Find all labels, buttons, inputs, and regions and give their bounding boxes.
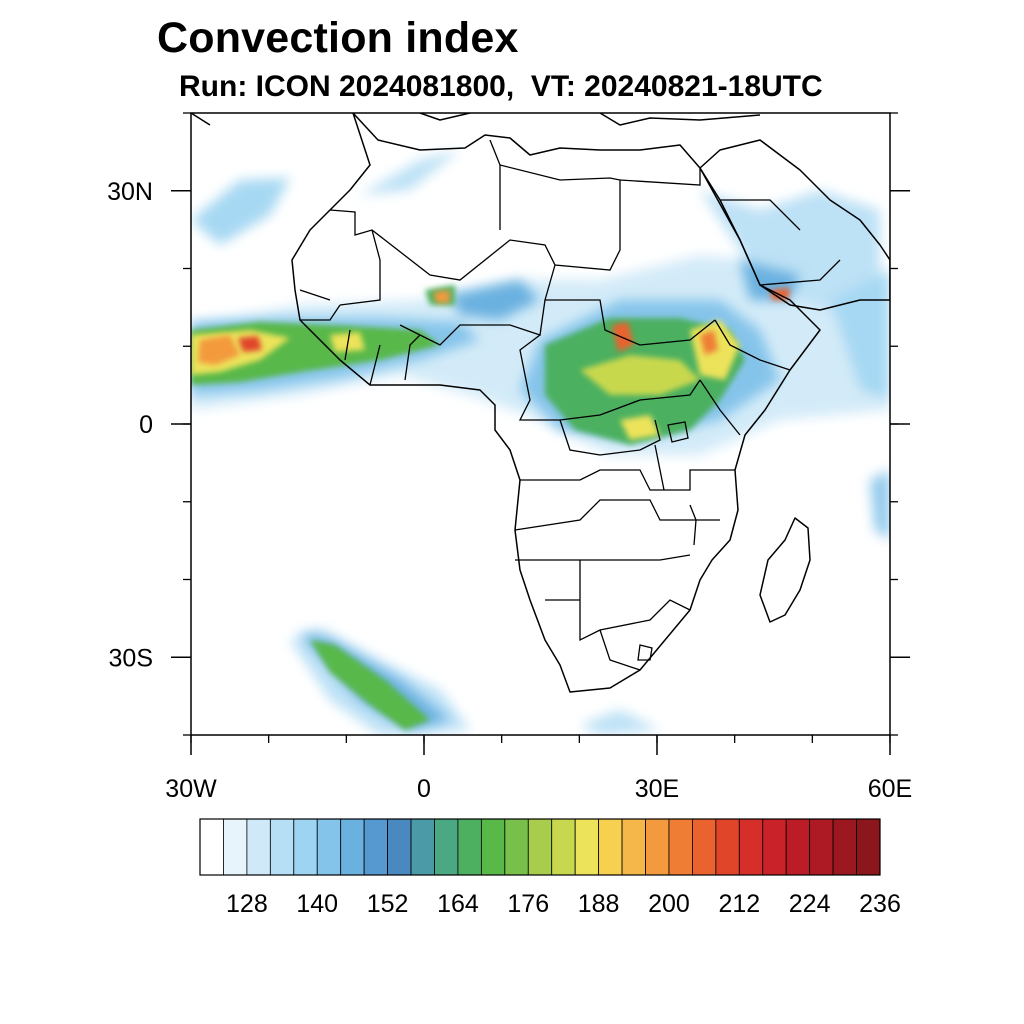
arabia-outline bbox=[699, 139, 890, 311]
x-tick-label: 0 bbox=[417, 775, 431, 803]
convection-area-yellow bbox=[580, 355, 700, 395]
colorbar-swatch bbox=[738, 818, 764, 876]
convection-area-green bbox=[310, 640, 430, 730]
convection-area-yellow bbox=[620, 415, 660, 440]
colorbar-swatch bbox=[410, 818, 435, 876]
convection-area-light bbox=[700, 190, 880, 310]
colorbar-swatch bbox=[480, 818, 506, 876]
colorbar-swatch bbox=[457, 818, 482, 876]
colorbar-swatch bbox=[316, 818, 342, 876]
madagascar-outline bbox=[759, 517, 811, 623]
colorbar-label: 140 bbox=[296, 890, 338, 918]
country-borders bbox=[299, 139, 841, 671]
y-tick-label: 0 bbox=[139, 411, 153, 439]
map-axis-labels: 30W 0 30E 60E 30N 0 30S bbox=[107, 178, 912, 803]
convection-area-light bbox=[191, 178, 290, 245]
colorbar-label: 152 bbox=[367, 890, 409, 918]
africa-coastline bbox=[291, 113, 821, 693]
colorbar-swatch bbox=[598, 818, 623, 876]
colorbar-swatch bbox=[645, 818, 670, 876]
y-tick-label: 30S bbox=[109, 644, 153, 672]
convection-area-light bbox=[580, 710, 660, 735]
colorbar-swatch bbox=[269, 818, 295, 876]
convection-area-red bbox=[198, 335, 240, 365]
colorbar-swatch bbox=[387, 818, 412, 876]
colorbar-swatch bbox=[856, 818, 881, 876]
map-axis-ticks bbox=[171, 112, 910, 755]
colorbar-label: 212 bbox=[718, 890, 760, 918]
convection-area-light bbox=[360, 150, 460, 195]
colorbar-swatch bbox=[246, 818, 271, 876]
convection-area-red bbox=[612, 322, 634, 352]
convection-area-red bbox=[238, 336, 262, 352]
convection-area-light bbox=[870, 470, 890, 540]
colorbar-swatch bbox=[832, 818, 857, 876]
colorbar-swatch bbox=[574, 818, 600, 876]
convection-area-light bbox=[830, 270, 890, 400]
colorbar-label: 188 bbox=[578, 890, 620, 918]
y-tick-label: 30N bbox=[107, 178, 153, 206]
colorbar-swatch bbox=[551, 818, 576, 876]
colorbar-label: 128 bbox=[226, 890, 268, 918]
colorbar-swatch bbox=[363, 818, 388, 876]
colorbar-swatch bbox=[223, 818, 248, 876]
colorbar-swatch bbox=[504, 818, 529, 876]
colorbar-swatch bbox=[340, 818, 365, 876]
convection-field bbox=[191, 150, 890, 735]
colorbar-swatch bbox=[527, 818, 553, 876]
colorbar-swatch bbox=[293, 818, 318, 876]
colorbar-swatch bbox=[199, 818, 224, 876]
colorbar bbox=[199, 818, 881, 876]
colorbar-swatch bbox=[715, 818, 740, 876]
convection-area-blue bbox=[450, 280, 540, 320]
convection-area-red bbox=[700, 330, 718, 355]
colorbar-label: 236 bbox=[859, 890, 901, 918]
x-tick-label: 60E bbox=[868, 775, 912, 803]
lake-malawi bbox=[689, 504, 697, 546]
colorbar-swatch bbox=[621, 818, 646, 876]
chart-title: Convection index bbox=[157, 14, 519, 62]
colorbar-swatch bbox=[785, 818, 811, 876]
coastlines bbox=[191, 113, 890, 693]
colorbar-label: 176 bbox=[507, 890, 549, 918]
colorbar-swatch bbox=[668, 818, 693, 876]
convection-area-red bbox=[433, 290, 450, 303]
chart-subtitle: Run: ICON 2024081800, VT: 20240821-18UTC bbox=[179, 70, 823, 103]
colorbar-swatch bbox=[809, 818, 834, 876]
colorbar-labels: 128 140 152 164 176 188 200 212 224 236 bbox=[226, 890, 901, 918]
colorbar-label: 200 bbox=[648, 890, 690, 918]
europe-coast bbox=[191, 113, 761, 126]
colorbar-label: 164 bbox=[437, 890, 479, 918]
colorbar-swatch bbox=[762, 818, 787, 876]
lake-victoria bbox=[667, 421, 689, 443]
colorbar-swatch bbox=[434, 818, 459, 876]
colorbar-label: 224 bbox=[789, 890, 831, 918]
x-tick-label: 30E bbox=[635, 775, 679, 803]
colorbar-swatch bbox=[692, 818, 717, 876]
x-tick-label: 30W bbox=[165, 775, 217, 803]
lake-tanganyika bbox=[654, 444, 665, 491]
lakes bbox=[654, 421, 697, 546]
colorbar-frame bbox=[199, 818, 881, 876]
